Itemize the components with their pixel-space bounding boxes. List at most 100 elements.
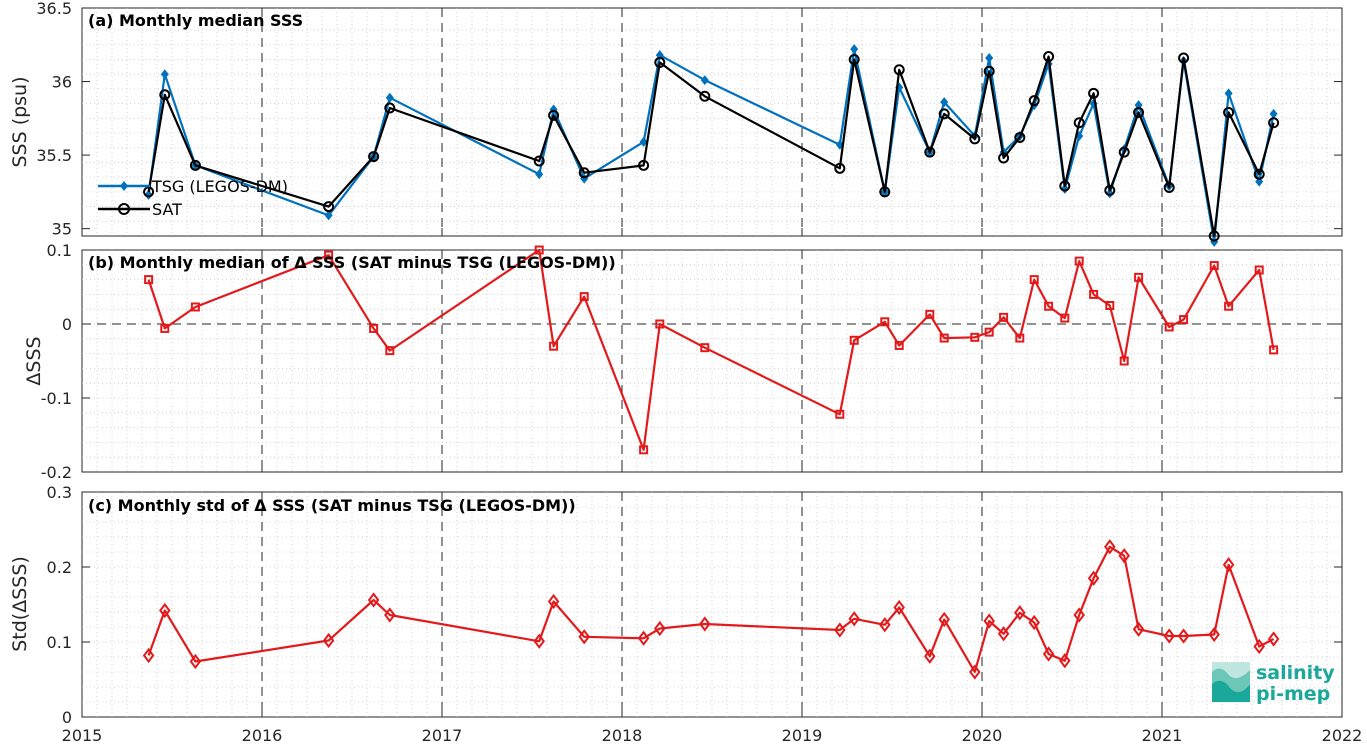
panel-a-data-point: [985, 53, 994, 64]
logo-text-salinity: salinity: [1256, 662, 1335, 684]
wave-logo-icon: [1212, 662, 1250, 702]
panel-a-data-point: [1043, 51, 1055, 63]
panel-a-ylabel: SSS (psu): [9, 76, 31, 167]
panel-c: 0 0.1 0.2 0.3 2015 2016 2017 2018 2019 2020 2021 20…: [9, 483, 1362, 745]
panel-a-data-point: [368, 151, 380, 163]
panel-c-data-point: [1073, 607, 1085, 623]
panel-b-data-point: [939, 333, 949, 343]
x-tick-label: 2018: [602, 726, 643, 745]
panel-c-data-point: [938, 611, 950, 628]
panel-a-data-point: [1073, 117, 1085, 129]
panel-c-data-point: [1104, 539, 1116, 555]
y-tick-label: 0.3: [47, 483, 72, 502]
panel-b-data-point: [534, 245, 544, 255]
panel-a-data-point: [924, 146, 936, 158]
panel-b-title: (b) Monthly median of Δ SSS (SAT minus T…: [88, 253, 616, 272]
panel-c-data-point: [1253, 638, 1265, 655]
panel-c-data-point: [547, 593, 560, 610]
panel-c-data-point: [189, 653, 202, 670]
panel-b-data-point: [655, 319, 665, 329]
legend-tsg-marker: [120, 181, 128, 191]
panel-a-series-line-1: [147, 55, 1275, 238]
panel-c-data-point: [1208, 626, 1220, 643]
legend-tsg-label: TSG (LEGOS-DM): [151, 177, 288, 196]
panel-a-data-point: [323, 201, 335, 213]
panel-c-data-point: [969, 664, 981, 680]
x-tick-label: 2016: [242, 726, 283, 745]
x-tick-label: 2021: [1142, 726, 1183, 745]
panel-a-data-point: [1014, 131, 1026, 143]
panel-b-data-point: [144, 275, 154, 285]
panel-c-data-point: [879, 617, 891, 633]
panel-a-title: (a) Monthly median SSS: [88, 11, 303, 30]
panel-a-data-point: [1088, 87, 1100, 99]
y-tick-label: -0.2: [41, 463, 72, 482]
panel-b-data-point: [385, 346, 395, 356]
panel-c-data-point: [848, 611, 860, 627]
panel-a-data-point: [879, 186, 891, 198]
panel-a-data-point: [700, 75, 709, 86]
x-tick-label: 2020: [962, 726, 1003, 745]
panel-a-data-point: [1223, 106, 1235, 118]
panel-c-data-point: [1014, 605, 1026, 621]
x-tick-label: 2022: [1322, 726, 1363, 745]
panel-a-data-point: [969, 133, 981, 145]
panel-a-series-line-0: [147, 48, 1275, 243]
panel-a-data-point: [578, 167, 590, 179]
legend: TSG (LEGOS-DM) SAT: [98, 177, 288, 219]
panel-c-data-point: [367, 592, 380, 608]
panel-c-data-point: [1042, 646, 1055, 662]
y-tick-label: 35.5: [36, 146, 72, 165]
panel-b-data-point: [835, 409, 845, 419]
panel-a-data-point: [1208, 230, 1220, 242]
panel-a-data-point: [1269, 108, 1278, 119]
panel-c-data-point: [322, 632, 335, 649]
panel-b-data-point: [190, 302, 200, 312]
panel-a-data-point: [324, 210, 333, 221]
panel-c-data-point: [1222, 557, 1235, 573]
panel-b-data-point: [1105, 301, 1115, 310]
legend-sat-label: SAT: [152, 200, 182, 219]
panel-a-data-point: [1060, 183, 1069, 194]
panel-b-data-point: [1164, 322, 1174, 332]
panel-c-data-point: [997, 626, 1010, 642]
y-tick-label: 0.1: [47, 633, 72, 652]
panel-b-data-point: [1015, 333, 1025, 343]
panel-b-data-point: [1119, 356, 1129, 366]
panel-a-data-point: [1224, 88, 1233, 99]
panel-a-data-point: [535, 169, 544, 180]
panel-a-data-point: [143, 186, 155, 198]
panel-c-data-point: [1177, 628, 1190, 644]
panel-c-data-point: [533, 633, 545, 649]
y-tick-label: 0.1: [47, 241, 72, 260]
y-tick-label: 0: [62, 315, 72, 334]
panel-b-data-point: [894, 340, 904, 350]
y-tick-label: -0.1: [41, 389, 72, 408]
panel-a-data-point: [1133, 106, 1145, 118]
panel-c-data-point: [637, 630, 650, 646]
panel-a-data-point: [938, 108, 950, 120]
panel-b-data-point: [1060, 313, 1070, 323]
panel-b-data-point: [1179, 315, 1189, 325]
panel-a-data-point: [1105, 188, 1114, 199]
panel-b-data-point: [1254, 265, 1264, 275]
x-tick-label: 2017: [422, 726, 463, 745]
salinity-pi-mep-logo: salinity pi-mep: [1212, 662, 1335, 705]
panel-b-data-point: [880, 317, 890, 327]
panel-c-data-point: [834, 622, 846, 638]
panel-c-data-point: [654, 620, 666, 637]
panel-b-data-point: [579, 292, 589, 302]
y-tick-label: 0.2: [47, 558, 72, 577]
panel-a-data-point: [850, 44, 859, 55]
panel-a-data-point: [144, 189, 153, 200]
panel-c-data-point: [893, 599, 905, 616]
panel-c-data-point: [1059, 653, 1071, 669]
panel-c-data-point: [159, 602, 171, 619]
panel-a-data-point: [1104, 184, 1116, 196]
y-tick-label: 36: [52, 73, 72, 92]
panel-b-data-point: [1209, 261, 1219, 271]
panel-b-data-point: [1134, 272, 1144, 282]
panel-a-data-point: [384, 102, 396, 114]
panel-b-data-point: [160, 323, 170, 333]
